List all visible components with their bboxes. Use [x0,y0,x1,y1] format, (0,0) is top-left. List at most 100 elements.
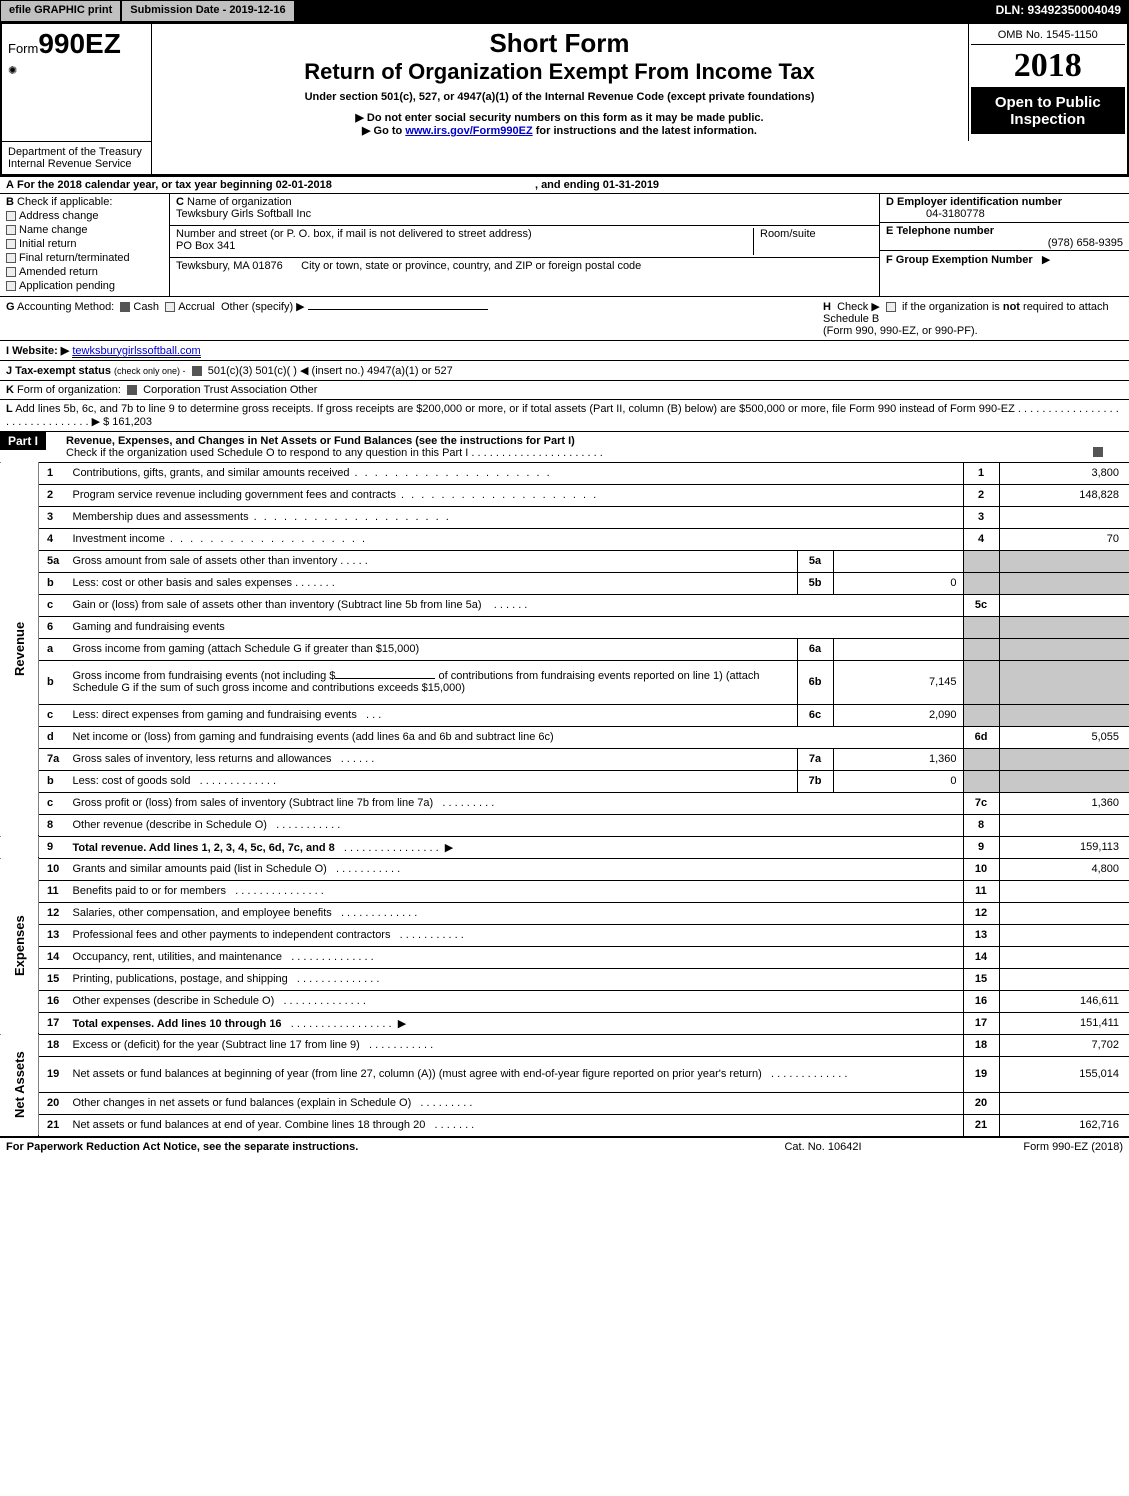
check-only-one: (check only one) - [114,366,186,376]
line-7c-rn: 7c [963,792,999,814]
chk-initial-return[interactable]: Initial return [6,238,163,250]
line-6d-no: d [39,726,69,748]
line-16-desc: Other expenses (describe in Schedule O) [73,995,275,1007]
chk-accrual[interactable] [165,302,175,312]
section-g-label: G [6,301,15,313]
chk-final-return[interactable]: Final return/terminated [6,252,163,264]
line-13-rn: 13 [963,924,999,946]
line-19-desc: Net assets or fund balances at beginning… [73,1068,762,1080]
part-i-label: Part I [0,432,46,450]
line-9-val: 159,113 [999,836,1129,858]
accrual-label: Accrual [178,301,215,313]
line-6b-shade1 [963,660,999,704]
chk-name-change[interactable]: Name change [6,224,163,236]
line-5b-mn: 5b [797,572,833,594]
chk-cash[interactable] [120,302,130,312]
line-5b-no: b [39,572,69,594]
line-6a-shade1 [963,638,999,660]
check-if-applicable: Check if applicable: [17,196,112,208]
line-13: 13 Professional fees and other payments … [0,924,1129,946]
line-17-rn: 17 [963,1012,999,1034]
line-4-val: 70 [999,528,1129,550]
line-16-val: 146,611 [999,990,1129,1012]
irs-eagle-icon: ✺ [8,64,145,77]
line-1-no: 1 [39,462,69,484]
line-8-rn: 8 [963,814,999,836]
efile-print-button[interactable]: efile GRAPHIC print [0,0,121,22]
sidebar-expenses: Expenses [0,858,39,1034]
line-21-val: 162,716 [999,1114,1129,1136]
line-14-desc: Occupancy, rent, utilities, and maintena… [73,951,283,963]
chk-schedule-b[interactable] [886,302,896,312]
chk-501c3[interactable] [192,366,202,376]
line-1-val: 3,800 [999,462,1129,484]
section-g: G Accounting Method: Cash Accrual Other … [6,300,823,337]
section-b-label: B [6,196,14,208]
line-5b-mv: 0 [833,572,963,594]
section-c-label: C [176,196,184,208]
header-mid: Short Form Return of Organization Exempt… [151,23,968,107]
goto-link[interactable]: www.irs.gov/Form990EZ [405,125,532,137]
chk-final-return-label: Final return/terminated [19,252,130,264]
header-left: Form990EZ ✺ [1,23,151,141]
part-i-title-block: Revenue, Expenses, and Changes in Net As… [60,432,1129,462]
sidebar-revenue: Revenue [0,462,39,836]
line-6a: a Gross income from gaming (attach Sched… [0,638,1129,660]
tax-exempt-options: 501(c)(3) 501(c)( ) ◀ (insert no.) 4947(… [208,365,453,377]
section-c: C Name of organization Tewksbury Girls S… [170,194,879,296]
footer-paperwork: For Paperwork Reduction Act Notice, see … [6,1141,723,1153]
line-19-rn: 19 [963,1056,999,1092]
line-6b-desc1: Gross income from fundraising events (no… [73,670,336,682]
header-mid-lower: ▶ Do not enter social security numbers o… [151,107,968,141]
org-city-block: Tewksbury, MA 01876 City or town, state … [170,258,879,290]
section-a-text: For the 2018 calendar year, or tax year … [17,179,332,191]
chk-amended-return[interactable]: Amended return [6,266,163,278]
chk-corporation[interactable] [127,385,137,395]
line-10-rn: 10 [963,858,999,880]
line-6-desc: Gaming and fundraising events [73,621,225,633]
line-4-rn: 4 [963,528,999,550]
section-l: L Add lines 5b, 6c, and 7b to line 9 to … [0,399,1129,431]
line-11-val [999,880,1129,902]
section-i: I Website: ▶ tewksburygirlssoftball.com [0,340,1129,360]
line-6b-blank[interactable] [335,678,435,679]
no-ssn-notice: ▶ Do not enter social security numbers o… [158,111,962,124]
section-l-label: L [6,403,13,415]
other-specify-input[interactable] [308,309,488,310]
chk-application-pending[interactable]: Application pending [6,280,163,292]
line-19: 19 Net assets or fund balances at beginn… [0,1056,1129,1092]
line-15-no: 15 [39,968,69,990]
line-19-no: 19 [39,1056,69,1092]
line-5b: b Less: cost or other basis and sales ex… [0,572,1129,594]
website-link[interactable]: tewksburygirlssoftball.com [72,345,200,358]
top-bar: efile GRAPHIC print Submission Date - 20… [0,0,1129,22]
part-i-check-text: Check if the organization used Schedule … [66,447,468,459]
line-5a: 5a Gross amount from sale of assets othe… [0,550,1129,572]
line-6-no: 6 [39,616,69,638]
line-15-desc: Printing, publications, postage, and shi… [73,973,288,985]
check-arrow: Check ▶ [837,301,880,313]
line-20-val [999,1092,1129,1114]
chk-address-change[interactable]: Address change [6,210,163,222]
chk-schedule-o[interactable] [1093,447,1103,457]
line-20: 20 Other changes in net assets or fund b… [0,1092,1129,1114]
line-2-val: 148,828 [999,484,1129,506]
line-18-val: 7,702 [999,1034,1129,1056]
line-2-rn: 2 [963,484,999,506]
line-7c-desc: Gross profit or (loss) from sales of inv… [73,797,434,809]
sidebar-netassets: Net Assets [0,1034,39,1136]
line-9-arrow: ▶ [445,842,453,854]
section-b: B Check if applicable: Address change Na… [0,194,170,296]
line-13-no: 13 [39,924,69,946]
line-11: 11 Benefits paid to or for members . . .… [0,880,1129,902]
section-h: H Check ▶ if the organization is not req… [823,300,1123,337]
line-7a-shade2 [999,748,1129,770]
line-6-shade2 [999,616,1129,638]
form-of-org-options: Corporation Trust Association Other [143,384,317,396]
line-6-shade1 [963,616,999,638]
org-name-label: Name of organization [187,196,292,208]
website-label: I Website: ▶ [6,345,69,357]
cash-label: Cash [133,301,159,313]
section-a: A For the 2018 calendar year, or tax yea… [0,176,1129,193]
line-7a: 7a Gross sales of inventory, less return… [0,748,1129,770]
